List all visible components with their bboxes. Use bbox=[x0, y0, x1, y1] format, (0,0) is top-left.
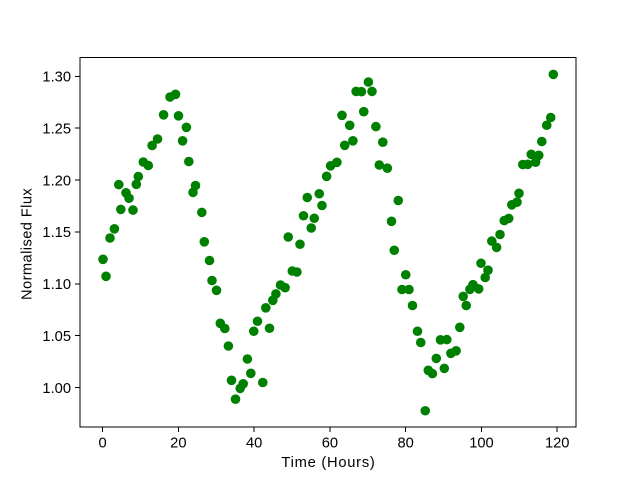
svg-text:80: 80 bbox=[397, 436, 413, 452]
svg-text:Normalised Flux: Normalised Flux bbox=[20, 188, 36, 300]
svg-text:40: 40 bbox=[246, 436, 262, 452]
svg-text:1.10: 1.10 bbox=[42, 277, 71, 293]
svg-text:Time (Hours): Time (Hours) bbox=[281, 455, 375, 471]
svg-text:1.30: 1.30 bbox=[42, 70, 71, 86]
svg-text:1.00: 1.00 bbox=[42, 381, 71, 397]
svg-text:120: 120 bbox=[545, 436, 570, 452]
svg-text:1.20: 1.20 bbox=[42, 173, 71, 189]
svg-text:20: 20 bbox=[170, 436, 186, 452]
svg-text:1.05: 1.05 bbox=[42, 329, 71, 345]
svg-text:100: 100 bbox=[469, 436, 494, 452]
svg-text:1.15: 1.15 bbox=[42, 225, 71, 241]
svg-text:1.25: 1.25 bbox=[42, 121, 71, 137]
svg-text:0: 0 bbox=[98, 436, 106, 452]
svg-text:60: 60 bbox=[322, 436, 338, 452]
